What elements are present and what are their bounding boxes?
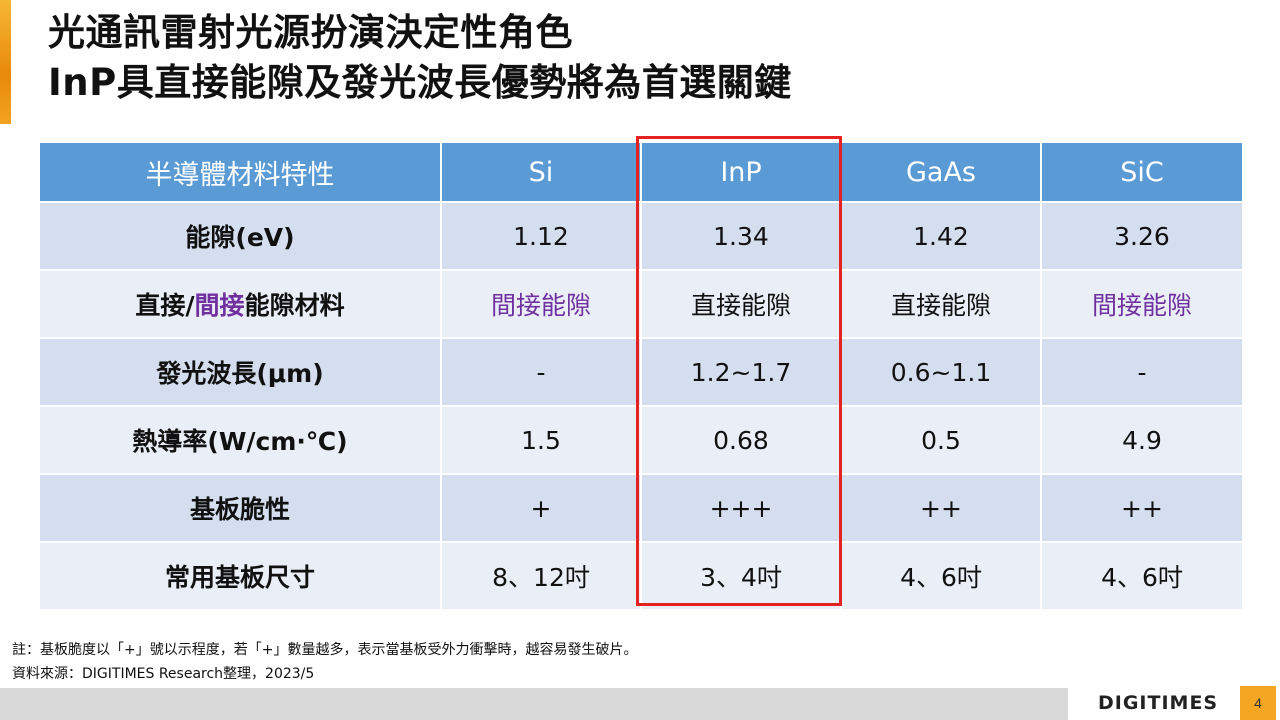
table-row: 基板脆性 + +++ ++ ++: [38, 473, 1244, 543]
cell-si-wavelength: -: [440, 337, 642, 407]
header-gaas: GaAs: [840, 141, 1042, 203]
table-row: 熱導率(W/cm·℃) 1.5 0.68 0.5 4.9: [38, 405, 1244, 475]
header-sic: SiC: [1040, 141, 1244, 203]
table-row: 直接/間接能隙材料 間接能隙 直接能隙 直接能隙 間接能隙: [38, 269, 1244, 339]
page-number: 4: [1240, 686, 1276, 720]
cell-si-bandgap: 1.12: [440, 201, 642, 271]
slide-title: 光通訊雷射光源扮演決定性角色 InP具直接能隙及發光波長優勢將為首選關鍵: [48, 8, 1248, 108]
cell-si-bandgap-type: 間接能隙: [440, 269, 642, 339]
table-row: 能隙(eV) 1.12 1.34 1.42 3.26: [38, 201, 1244, 271]
cell-gaas-brittleness: ++: [840, 473, 1042, 543]
cell-sic-thermal: 4.9: [1040, 405, 1244, 475]
cell-sic-size: 4、6吋: [1040, 541, 1244, 611]
cell-si-thermal: 1.5: [440, 405, 642, 475]
cell-inp-thermal: 0.68: [640, 405, 842, 475]
cell-gaas-bandgap-type: 直接能隙: [840, 269, 1042, 339]
row-label-brittleness: 基板脆性: [38, 473, 442, 543]
label-bandgap-material: 能隙材料: [244, 291, 345, 320]
footer-bar: [0, 688, 1068, 720]
cell-inp-bandgap-type: 直接能隙: [640, 269, 842, 339]
material-comparison-table: 半導體材料特性 Si InP GaAs SiC 能隙(eV) 1.12 1.34…: [38, 141, 1244, 611]
label-indirect: 間接: [194, 291, 245, 320]
cell-si-brittleness: +: [440, 473, 642, 543]
row-label-bandgap: 能隙(eV): [38, 201, 442, 271]
header-inp: InP: [640, 141, 842, 203]
label-direct: 直接/: [135, 291, 195, 320]
header-si: Si: [440, 141, 642, 203]
accent-bar: [0, 0, 11, 124]
row-label-thermal-conductivity: 熱導率(W/cm·℃): [38, 405, 442, 475]
row-label-bandgap-type: 直接/間接能隙材料: [38, 269, 442, 339]
cell-inp-bandgap: 1.34: [640, 201, 842, 271]
cell-si-size: 8、12吋: [440, 541, 642, 611]
footnote-brittleness: 註：基板脆度以「+」號以示程度，若「+」數量越多，表示當基板受外力衝擊時，越容易…: [12, 642, 638, 658]
cell-gaas-wavelength: 0.6~1.1: [840, 337, 1042, 407]
footnotes: 註：基板脆度以「+」號以示程度，若「+」數量越多，表示當基板受外力衝擊時，越容易…: [12, 638, 637, 686]
digitimes-logo: DIGITIMES: [1098, 692, 1219, 714]
title-line-2: InP具直接能隙及發光波長優勢將為首選關鍵: [48, 61, 792, 104]
cell-sic-wavelength: -: [1040, 337, 1244, 407]
table-row: 常用基板尺寸 8、12吋 3、4吋 4、6吋 4、6吋: [38, 541, 1244, 611]
cell-gaas-size: 4、6吋: [840, 541, 1042, 611]
cell-sic-bandgap: 3.26: [1040, 201, 1244, 271]
row-label-substrate-size: 常用基板尺寸: [38, 541, 442, 611]
cell-inp-brittleness: +++: [640, 473, 842, 543]
table-row: 發光波長(μm) - 1.2~1.7 0.6~1.1 -: [38, 337, 1244, 407]
footnote-source: 資料來源：DIGITIMES Research整理，2023/5: [12, 666, 315, 682]
cell-inp-size: 3、4吋: [640, 541, 842, 611]
cell-gaas-thermal: 0.5: [840, 405, 1042, 475]
cell-sic-brittleness: ++: [1040, 473, 1244, 543]
cell-sic-bandgap-type: 間接能隙: [1040, 269, 1244, 339]
title-line-1: 光通訊雷射光源扮演決定性角色: [48, 11, 573, 54]
cell-inp-wavelength: 1.2~1.7: [640, 337, 842, 407]
row-label-wavelength: 發光波長(μm): [38, 337, 442, 407]
cell-gaas-bandgap: 1.42: [840, 201, 1042, 271]
header-property: 半導體材料特性: [38, 141, 442, 203]
table-header-row: 半導體材料特性 Si InP GaAs SiC: [38, 141, 1244, 203]
